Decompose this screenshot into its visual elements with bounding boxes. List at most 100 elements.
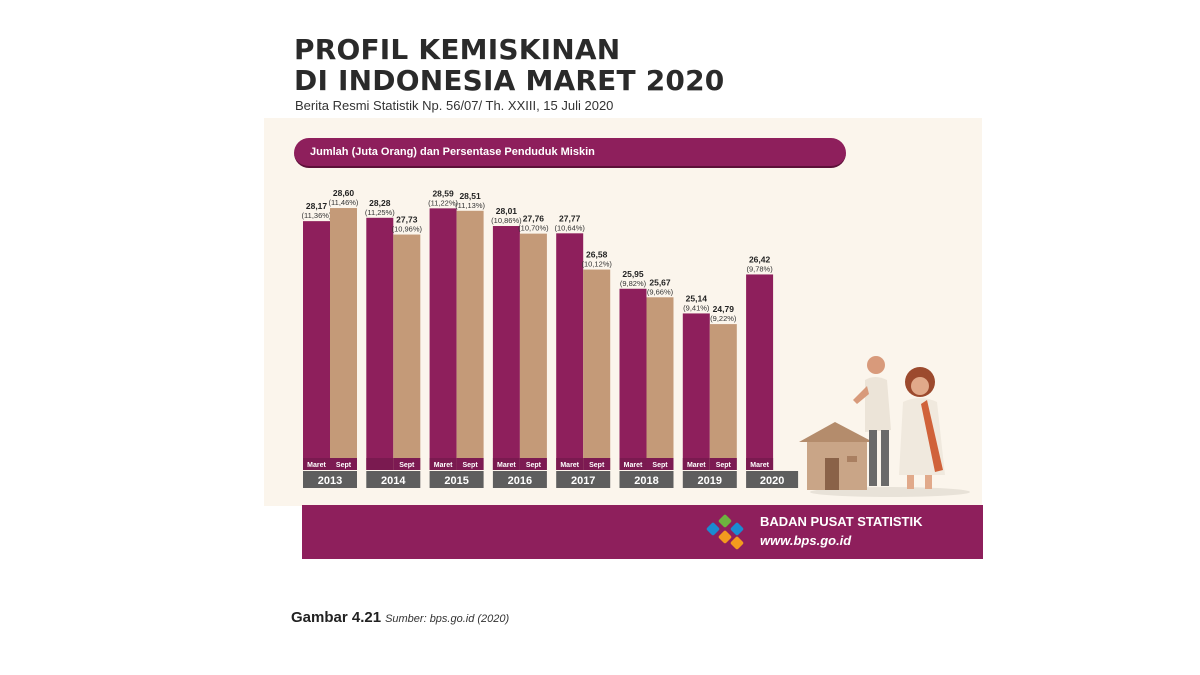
chart-legend-label: Jumlah (Juta Orang) dan Persentase Pendu… (310, 146, 595, 158)
year-label-2014: 2014 (381, 475, 406, 487)
bar-maret-2017 (556, 233, 584, 470)
period-tick-band (429, 458, 457, 470)
period-tick-band (519, 458, 547, 470)
bar-maret-2020 (746, 274, 774, 470)
data-label-percent: (10,96%) (392, 225, 423, 234)
period-tick-label: Maret (750, 462, 769, 469)
year-band-2018 (619, 471, 674, 488)
year-band-2020 (746, 471, 799, 488)
data-label-value: 27,73 (396, 215, 418, 225)
figure-source: Sumber: bps.go.id (2020) (385, 613, 510, 625)
org-name: BADAN PUSAT STATISTIK (760, 514, 923, 529)
period-tick-band (303, 458, 330, 470)
bar-sept-2016 (519, 233, 547, 470)
period-tick-band (492, 458, 520, 470)
bar-sept-2018 (646, 297, 674, 470)
period-tick-band (366, 458, 394, 470)
data-label-value: 25,95 (622, 269, 644, 279)
data-label-value: 26,58 (586, 250, 608, 260)
bar-sept-2019 (709, 324, 737, 470)
data-label-percent: (10,70%) (518, 224, 549, 233)
period-tick-label: Sept (336, 462, 352, 469)
family-house-illustration (799, 356, 970, 497)
data-label-value: 27,77 (559, 213, 581, 223)
data-label-percent: (10,12%) (581, 260, 612, 269)
period-tick-label: Maret (434, 462, 453, 469)
figure-caption: Gambar 4.21 Sumber: bps.go.id (2020) (291, 609, 509, 626)
period-tick-label: Sept (399, 462, 415, 469)
year-label-2020: 2020 (760, 475, 784, 487)
period-tick-label: Maret (307, 462, 326, 469)
data-label-value: 28,59 (432, 188, 454, 198)
data-label-percent: (9,82%) (620, 279, 647, 288)
period-tick-label: Sept (463, 462, 479, 469)
period-tick-band (393, 458, 421, 470)
title-line-1: PROFIL KEMISKINAN (294, 33, 621, 66)
year-band-2014 (366, 471, 421, 488)
data-label-value: 28,60 (333, 188, 355, 198)
data-label-percent: (10,64%) (554, 223, 585, 232)
year-label-2013: 2013 (318, 475, 342, 487)
chart-legend-bar: Jumlah (Juta Orang) dan Persentase Pendu… (294, 138, 846, 168)
data-label-percent: (9,78%) (746, 264, 773, 273)
period-tick-band (646, 458, 674, 470)
year-band-2016 (492, 471, 547, 488)
year-band-2015 (429, 471, 484, 488)
year-label-2017: 2017 (571, 475, 595, 487)
period-tick-band (709, 458, 737, 470)
data-label-percent: (11,46%) (329, 198, 359, 207)
bar-maret-2016 (492, 226, 520, 470)
bar-maret-2019 (682, 313, 710, 470)
data-label-value: 25,14 (686, 293, 708, 303)
bps-logo-icon (706, 514, 744, 550)
data-label-percent: (9,41%) (683, 303, 710, 312)
bar-sept-2014 (393, 234, 421, 470)
data-label-value: 28,01 (496, 206, 518, 216)
figure-label: Gambar 4.21 (291, 609, 382, 626)
data-label-value: 24,79 (713, 304, 735, 314)
bar-maret-2015 (429, 208, 457, 470)
bar-maret-2014 (366, 217, 394, 470)
year-band-2019 (682, 471, 737, 488)
year-band-2013 (303, 471, 357, 488)
bar-sept-2013 (330, 208, 357, 471)
period-tick-label: Maret (497, 462, 516, 469)
data-label-value: 26,42 (749, 254, 771, 264)
period-tick-band (583, 458, 611, 470)
period-tick-label: Sept (526, 462, 542, 469)
data-label-percent: (9,66%) (647, 287, 674, 296)
data-label-value: 27,76 (523, 214, 545, 224)
bar-maret-2013 (303, 221, 330, 470)
data-label-value: 28,17 (306, 201, 328, 211)
title-line-2: DI INDONESIA MARET 2020 (294, 64, 725, 97)
page-title: PROFIL KEMISKINAN DI INDONESIA MARET 202… (294, 34, 724, 96)
period-tick-label: Maret (687, 462, 706, 469)
data-label-percent: (11,22%) (428, 198, 458, 207)
page-subtitle: Berita Resmi Statistik Np. 56/07/ Th. XX… (295, 98, 614, 113)
year-label-2018: 2018 (634, 475, 658, 487)
bar-maret-2018 (619, 288, 647, 470)
data-label-value: 28,28 (369, 198, 391, 208)
period-tick-label: Maret (560, 462, 579, 469)
period-tick-band (556, 458, 584, 470)
data-label-percent: (10,86%) (491, 216, 522, 225)
data-label-percent: (11,36%) (302, 211, 332, 220)
period-tick-band (746, 458, 774, 470)
bar-sept-2015 (456, 210, 484, 470)
org-url[interactable]: www.bps.go.id (760, 533, 852, 548)
bar-sept-2017 (583, 269, 611, 470)
period-tick-band (619, 458, 647, 470)
period-tick-band (682, 458, 710, 470)
year-label-2015: 2015 (444, 475, 468, 487)
data-label-percent: (11,13%) (455, 201, 485, 210)
data-label-percent: (11,25%) (365, 208, 395, 217)
period-tick-label: Maret (624, 462, 643, 469)
period-tick-band (330, 458, 357, 470)
year-label-2016: 2016 (508, 475, 532, 487)
data-label-value: 28,51 (459, 191, 481, 201)
data-label-value: 25,67 (649, 277, 671, 287)
period-tick-label: Sept (652, 462, 668, 469)
period-tick-label: Sept (589, 462, 605, 469)
year-band-2017 (556, 471, 611, 488)
